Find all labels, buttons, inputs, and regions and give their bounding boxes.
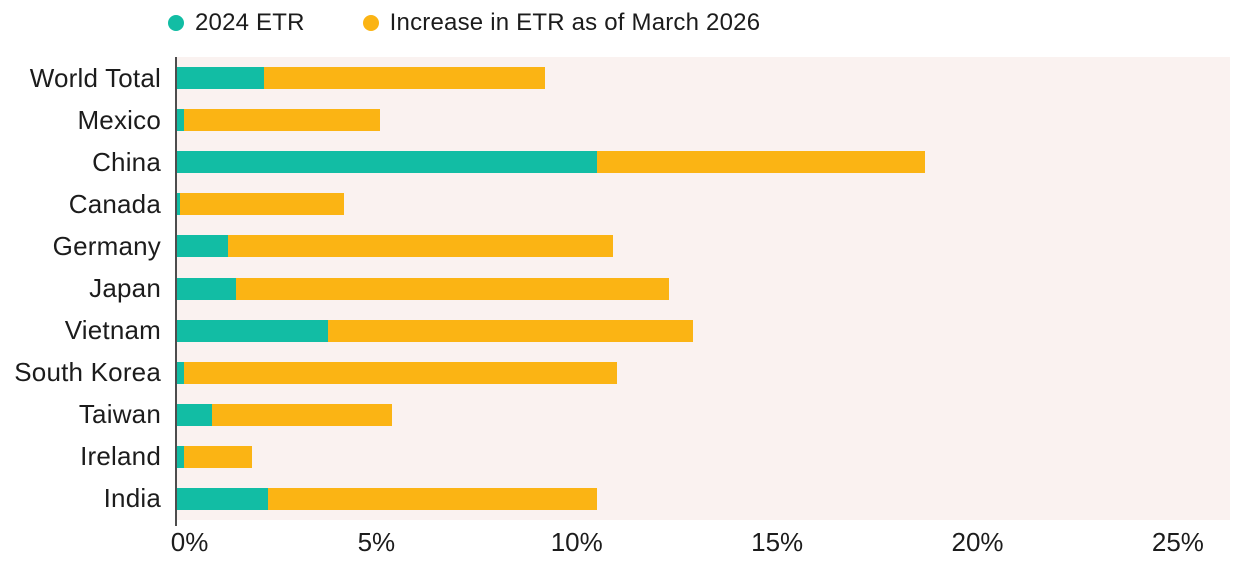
category-label: Vietnam [64, 315, 161, 346]
stacked-bar [176, 109, 1230, 132]
bar-segment-increase [180, 193, 345, 216]
bar-segment-2024-etr [176, 109, 184, 132]
category-label: China [92, 146, 161, 177]
bar-segment-2024-etr [176, 67, 265, 90]
bar-segment-increase [184, 361, 617, 384]
bar-segment-increase [212, 403, 393, 426]
bar-row [176, 310, 1230, 352]
bar-rows [176, 57, 1230, 520]
category-label: India [103, 483, 161, 514]
x-tick-label: 10% [550, 527, 603, 557]
legend-label: 2024 ETR [195, 9, 305, 36]
stacked-bar [176, 487, 1230, 510]
bar-segment-increase [236, 277, 669, 300]
category-labels: World Total Mexico China Canada Germany Japan… [0, 57, 176, 520]
legend-dot-icon [362, 15, 379, 31]
stacked-bar [176, 445, 1230, 468]
x-tick-label: 5% [357, 527, 396, 557]
stacked-bar [176, 235, 1230, 258]
bar-row [176, 141, 1230, 183]
bar-row [176, 478, 1230, 520]
bar-segment-2024-etr [176, 445, 184, 468]
bar-segment-increase [268, 487, 597, 510]
bar-segment-increase [228, 235, 613, 258]
bar-row [176, 57, 1230, 99]
bar-row [176, 183, 1230, 225]
legend: 2024 ETR Increase in ETR as of March 2026 [168, 6, 760, 40]
stacked-bar [176, 67, 1230, 90]
stacked-bar [176, 319, 1230, 342]
category-label: South Korea [14, 357, 161, 388]
x-tick-label: 25% [1151, 527, 1204, 557]
legend-item: 2024 ETR [168, 9, 305, 37]
stacked-bar [176, 151, 1230, 174]
category-label: World Total [29, 62, 161, 93]
chart-grid: World Total Mexico China Canada Germany Japan… [0, 57, 1230, 520]
stacked-bar [176, 277, 1230, 300]
legend-dot-icon [168, 15, 184, 31]
bar-segment-2024-etr [176, 277, 237, 300]
x-tick-label: 20% [951, 527, 1004, 557]
bar-segment-2024-etr [176, 361, 184, 384]
bar-segment-increase [596, 151, 926, 174]
stacked-bar [176, 403, 1230, 426]
category-label: Taiwan [78, 399, 161, 430]
category-label: Ireland [80, 441, 161, 472]
bar-row [176, 99, 1230, 141]
legend-item: Increase in ETR as of March 2026 [362, 9, 761, 37]
category-label: Canada [68, 188, 161, 219]
plot-area [176, 57, 1230, 520]
bar-segment-2024-etr [176, 193, 180, 216]
stacked-bar [176, 193, 1230, 216]
bar-segment-increase [184, 109, 381, 132]
category-label: Germany [52, 230, 161, 261]
legend-label: Increase in ETR as of March 2026 [389, 9, 761, 36]
x-tick-label: 15% [751, 527, 804, 557]
bar-segment-increase [328, 319, 693, 342]
y-axis-line [175, 57, 177, 526]
bar-row [176, 436, 1230, 478]
bar-segment-2024-etr [176, 235, 229, 258]
bar-segment-2024-etr [176, 403, 213, 426]
category-label: Mexico [77, 104, 161, 135]
bar-row [176, 267, 1230, 309]
bar-row [176, 225, 1230, 267]
bar-row [176, 394, 1230, 436]
stacked-bar [176, 361, 1230, 384]
bar-segment-increase [184, 445, 253, 468]
x-axis-ticks: 0% 5% 10% 15% 20% 25% [171, 527, 1230, 565]
bar-segment-2024-etr [176, 151, 597, 174]
bar-segment-2024-etr [176, 487, 269, 510]
x-tick-label: 0% [170, 527, 209, 557]
bar-segment-2024-etr [176, 319, 329, 342]
bar-row [176, 352, 1230, 394]
bar-segment-increase [264, 67, 545, 90]
category-label: Japan [89, 273, 161, 304]
